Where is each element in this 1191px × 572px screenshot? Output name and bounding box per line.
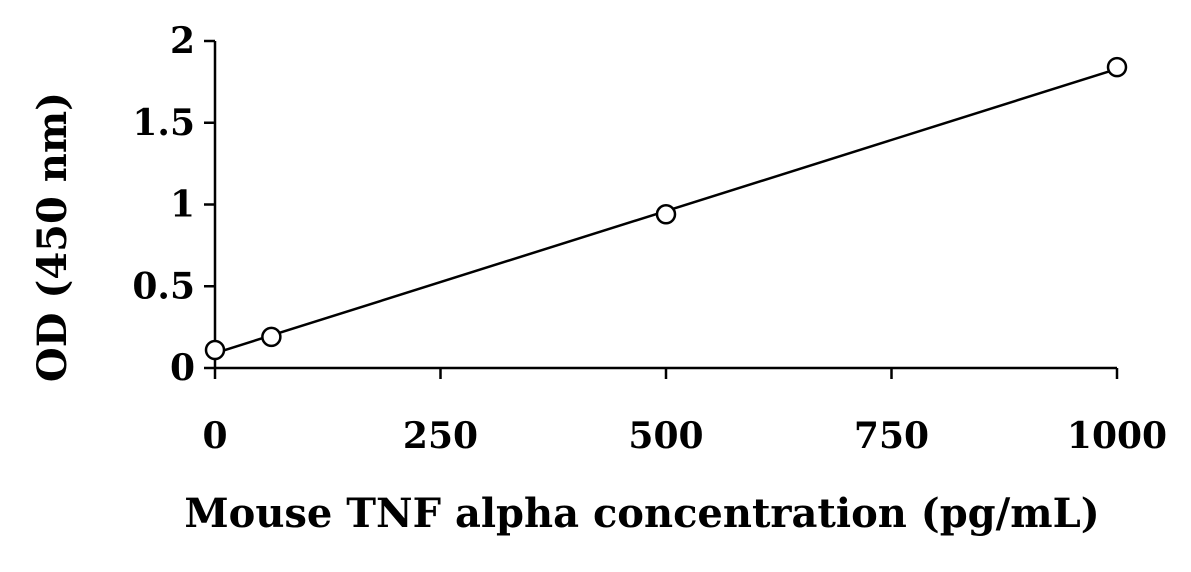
- data-point: [261, 326, 282, 348]
- data-point: [204, 339, 226, 361]
- y-tick-label: 1: [170, 184, 195, 226]
- x-tick-label: 500: [628, 415, 703, 457]
- y-tick-label: 1.5: [132, 102, 195, 144]
- y-axis-title: OD (450 nm): [29, 92, 76, 382]
- x-axis-title: Mouse TNF alpha concentration (pg/mL): [184, 490, 1099, 537]
- data-points: [204, 56, 1128, 361]
- x-tick-label: 0: [202, 415, 227, 457]
- y-tick-label: 0: [170, 347, 195, 389]
- y-tick-label: 0.5: [132, 265, 195, 307]
- x-tick-label: 250: [403, 415, 478, 457]
- ticks: 0 0.5 1 1.5 2 0 250 500 750 1000: [132, 20, 1167, 457]
- y-tick-label: 2: [170, 20, 195, 62]
- data-point: [655, 204, 677, 225]
- x-tick-label: 750: [854, 415, 929, 457]
- data-point: [1106, 56, 1128, 78]
- x-tick-label: 1000: [1067, 415, 1167, 457]
